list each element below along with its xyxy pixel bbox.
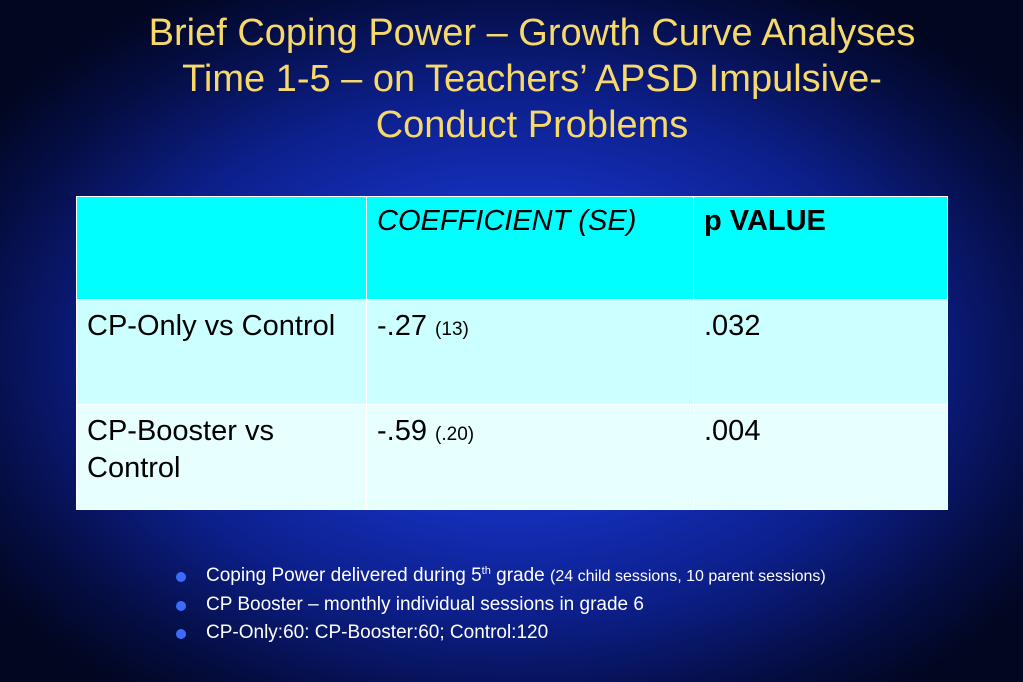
title-line-2: Time 1-5 – on Teachers’ APSD Impulsive- — [182, 58, 882, 100]
header-p-value: p VALUE — [693, 196, 948, 300]
header-empty-cell — [76, 196, 367, 300]
bullet-icon — [176, 572, 186, 582]
list-item: CP-Only:60: CP-Booster:60; Control:120 — [176, 619, 826, 647]
coefficient-value: -.27 — [377, 310, 427, 342]
bullet-icon — [176, 601, 186, 611]
title-line-1: Brief Coping Power – Growth Curve Analys… — [148, 12, 916, 54]
table-header-row: COEFFICIENT (SE) p VALUE — [76, 196, 948, 300]
row-coefficient-cell: -.59 (.20) — [366, 404, 694, 510]
notes-list: Coping Power delivered during 5th grade … — [176, 562, 826, 647]
slide-title: Brief Coping Power – Growth Curve Analys… — [40, 10, 1023, 148]
header-coefficient: COEFFICIENT (SE) — [366, 196, 694, 300]
row-label: CP-Only vs Control — [76, 299, 367, 405]
note-text: CP Booster – monthly individual sessions… — [206, 594, 644, 615]
row-p-value: .032 — [693, 299, 948, 405]
title-line-3: Conduct Problems — [375, 104, 689, 146]
bullet-icon — [176, 629, 186, 639]
list-item: CP Booster – monthly individual sessions… — [176, 591, 826, 619]
note-text: CP-Only:60: CP-Booster:60; Control:120 — [206, 622, 549, 643]
coefficient-value: -.59 — [377, 415, 427, 447]
note-detail: (24 child sessions, 10 parent sessions) — [550, 568, 826, 585]
table-row: CP-Booster vs Control -.59 (.20) .004 — [76, 404, 948, 510]
note-text: Coping Power delivered during 5 — [206, 565, 482, 586]
list-item: Coping Power delivered during 5th grade … — [176, 562, 826, 591]
standard-error: (13) — [435, 319, 469, 340]
table-row: CP-Only vs Control -.27 (13) .032 — [76, 299, 948, 405]
results-table: COEFFICIENT (SE) p VALUE CP-Only vs Cont… — [76, 196, 948, 510]
row-label: CP-Booster vs Control — [76, 404, 367, 510]
note-superscript: th — [481, 565, 491, 577]
note-text-continued: grade — [490, 565, 551, 586]
row-coefficient-cell: -.27 (13) — [366, 299, 694, 405]
row-p-value: .004 — [693, 404, 948, 510]
standard-error: (.20) — [435, 424, 475, 445]
